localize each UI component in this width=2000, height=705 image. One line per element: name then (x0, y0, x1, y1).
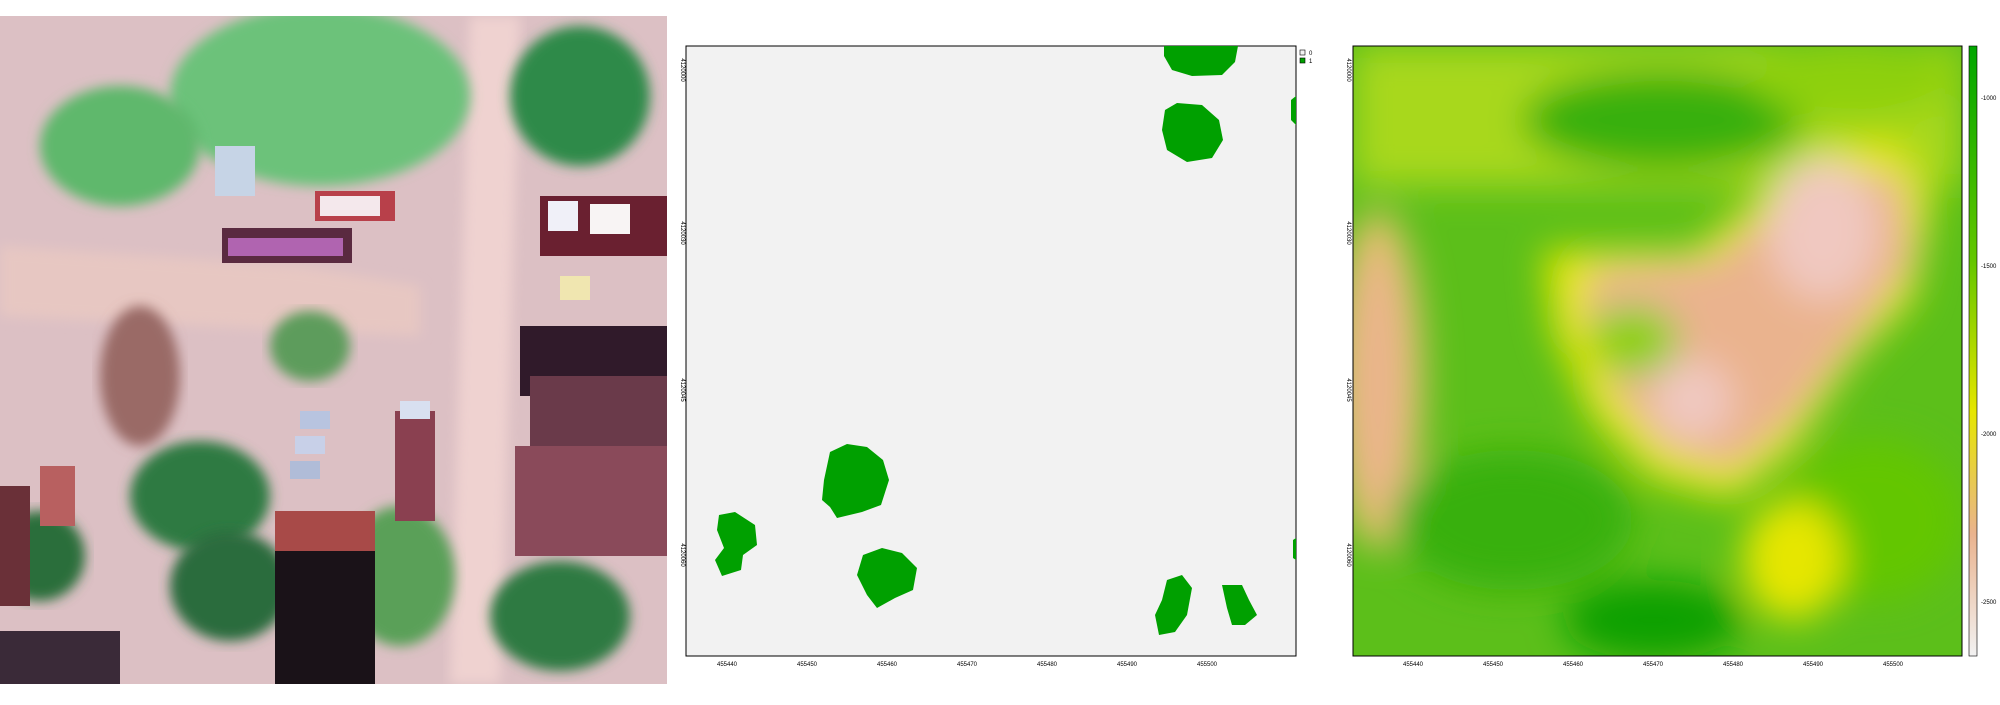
patch (1162, 103, 1223, 162)
y-tick: 4120060 (1345, 543, 1351, 567)
elevation-colorbar: -1000 -1500 -2000 -2500 (1968, 45, 1997, 657)
elevation-raster (1353, 46, 1962, 656)
y-tick: 4120000 (1345, 58, 1351, 82)
x-tick: 455490 (1803, 662, 1824, 668)
x-tick: 455500 (1883, 662, 1904, 668)
patch (857, 548, 917, 608)
patch (1293, 538, 1296, 560)
aerial-photo (0, 16, 667, 684)
elevation-map: -1000 -1500 -2000 -2500 455440 455450 45… (1333, 0, 2000, 700)
y-tick: 4120030 (1345, 221, 1351, 245)
x-tick: 455470 (957, 662, 978, 668)
legend-label-1: 1 (1309, 59, 1313, 65)
y-tick: 4120060 (679, 543, 685, 567)
y-tick: 4120045 (679, 378, 685, 402)
classification-y-axis: 4120000 4120030 4120045 4120060 (679, 58, 685, 567)
x-tick: 455460 (1563, 662, 1584, 668)
aerial-photo-image (0, 16, 667, 684)
patch (715, 512, 757, 576)
x-tick: 455450 (1483, 662, 1504, 668)
legend-label-0: 0 (1309, 51, 1313, 57)
patch (1164, 46, 1238, 76)
patch (822, 444, 889, 518)
colorbar-tick: -2500 (1981, 600, 1997, 606)
elevation-map-frame (1352, 45, 1963, 657)
colorbar-tick: -1000 (1981, 96, 1997, 102)
legend-swatch-0 (1299, 49, 1306, 56)
patch (1222, 585, 1257, 625)
patch (1291, 96, 1296, 125)
colorbar-tick: -1500 (1981, 264, 1997, 270)
x-tick: 455450 (797, 662, 818, 668)
colorbar-tick: -2000 (1981, 432, 1997, 438)
x-tick: 455470 (1643, 662, 1664, 668)
patch (1155, 575, 1192, 635)
x-tick: 455440 (1403, 662, 1424, 668)
legend-swatch-1 (1299, 57, 1306, 64)
colorbar-gradient (1968, 45, 1978, 657)
x-tick: 455490 (1117, 662, 1138, 668)
classification-legend: 0 1 (1299, 49, 1313, 65)
x-tick: 455440 (717, 662, 738, 668)
x-tick: 455460 (877, 662, 898, 668)
x-tick: 455500 (1197, 662, 1218, 668)
elevation-y-axis: 4120000 4120030 4120045 4120060 (1345, 58, 1351, 567)
y-tick: 4120045 (1345, 378, 1351, 402)
classification-map-svg: 0 1 455440 455450 455460 455470 455480 4… (679, 45, 1313, 668)
classification-map: 0 1 455440 455450 455460 455470 455480 4… (667, 0, 1333, 700)
elevation-x-axis: 455440 455450 455460 455470 455480 45549… (1403, 662, 1904, 668)
elevation-map-svg: -1000 -1500 -2000 -2500 455440 455450 45… (1345, 45, 1997, 668)
y-tick: 4120030 (679, 221, 685, 245)
class-1-patches (715, 46, 1296, 635)
classification-x-axis: 455440 455450 455460 455470 455480 45549… (717, 662, 1218, 668)
x-tick: 455480 (1037, 662, 1058, 668)
x-tick: 455480 (1723, 662, 1744, 668)
y-tick: 4120000 (679, 58, 685, 82)
